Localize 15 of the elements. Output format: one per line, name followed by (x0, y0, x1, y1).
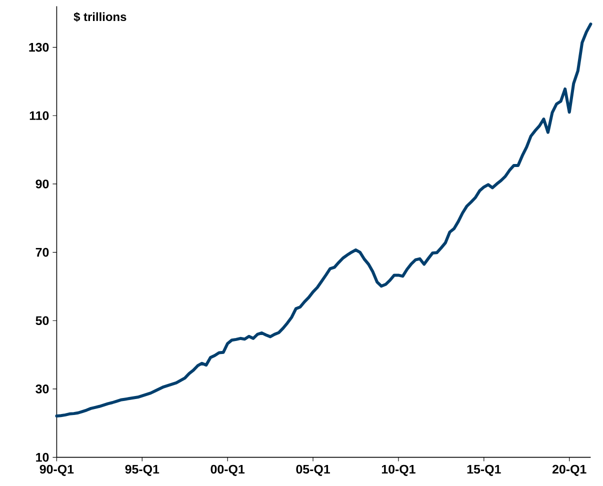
y-tick-label: 130 (29, 42, 49, 52)
x-tick-label: 05-Q1 (296, 464, 330, 476)
x-tick-label: 90-Q1 (40, 464, 74, 476)
x-tick-label: 10-Q1 (382, 464, 416, 476)
y-axis-title: $ trillions (74, 12, 126, 22)
x-tick-label: 15-Q1 (467, 464, 501, 476)
y-tick-label: 50 (36, 316, 49, 326)
x-tick-label: 20-Q1 (552, 464, 586, 476)
y-tick-label: 30 (36, 384, 49, 394)
y-tick-label: 70 (36, 248, 49, 257)
y-tick-label: 110 (30, 111, 49, 120)
x-tick-label: 00-Q1 (210, 464, 245, 476)
y-tick-label: 90 (36, 180, 49, 188)
x-tick-label: 95-Q1 (125, 464, 160, 476)
y-tick-label: 10 (36, 452, 49, 462)
